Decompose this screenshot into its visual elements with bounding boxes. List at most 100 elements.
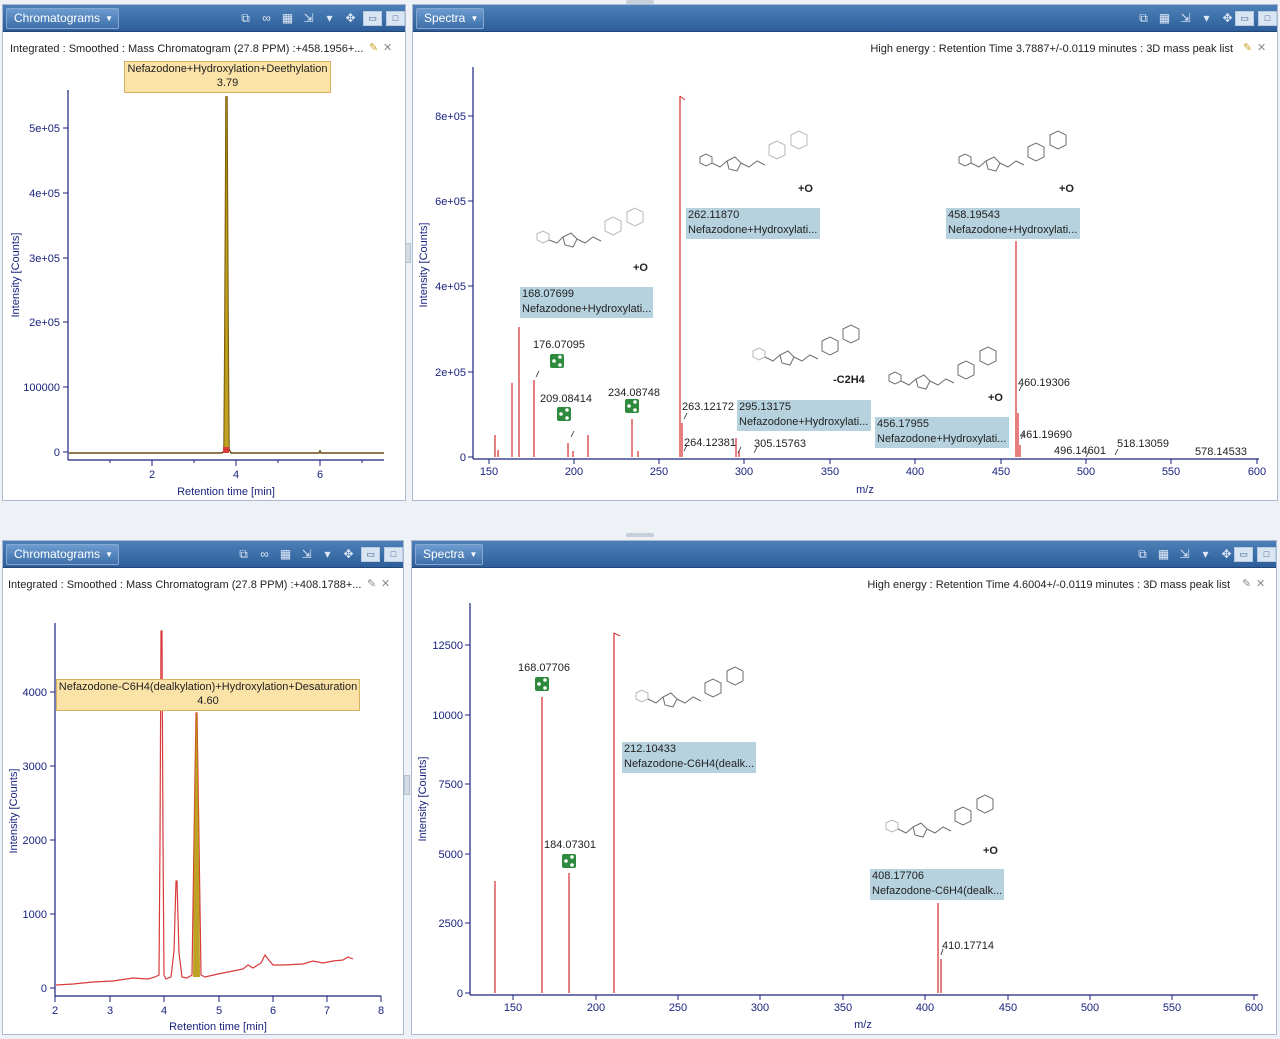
x-axis-label: Retention time [min]	[177, 486, 275, 498]
chromatograms-menu-button[interactable]: Chromatograms ▼	[6, 544, 120, 565]
y-tick-label: 4000	[23, 687, 47, 699]
chromatograms-menu-button[interactable]: Chromatograms ▼	[6, 8, 120, 29]
y-tick-label: 0	[457, 988, 463, 1000]
x-tick-label: 350	[821, 466, 839, 478]
annotation-label[interactable]: 212.10433 Nefazodone-C6H4(dealk...	[622, 742, 756, 773]
close-icon[interactable]: ✕	[1257, 42, 1267, 54]
dropdown-icon[interactable]: ▾	[1203, 10, 1210, 25]
y-tick-label: 5e+05	[29, 123, 60, 135]
spectrum-caption: High energy : Retention Time 4.6004+/-0.…	[867, 579, 1230, 591]
chromatogram-caption: Integrated : Smoothed : Mass Chromatogra…	[8, 579, 362, 591]
table-icon[interactable]: ▦	[279, 546, 292, 561]
x-tick-label: 150	[504, 1002, 522, 1014]
pan-icon[interactable]: ✥	[345, 10, 356, 25]
horizontal-splitter-middle[interactable]	[626, 533, 654, 537]
minimize-button[interactable]: ▭	[1234, 546, 1253, 562]
panel-titlebar: Spectra ▼ ⧉ ▦ ⇲ ▾ ✥ ▭ □	[413, 5, 1277, 32]
y-axis-label: Intensity [Counts]	[418, 223, 430, 308]
dropdown-icon[interactable]: ▾	[326, 10, 333, 25]
annotation-name: Nefazodone+Hydroxylati...	[522, 303, 652, 315]
toolbar: ⧉ ∞ ▦ ⇲ ▾ ✥	[237, 8, 359, 28]
structure-tags: +O	[983, 845, 998, 857]
export-icon[interactable]: ⇲	[303, 10, 314, 25]
y-tick-label: 5000	[439, 849, 463, 861]
share-icon[interactable]	[557, 407, 571, 421]
peak-label-box: Nefazodone+Hydroxylation+Deethylation 3.…	[124, 61, 331, 93]
x-axis-label: m/z	[854, 1019, 872, 1031]
spectra-menu-button[interactable]: Spectra ▼	[416, 8, 485, 29]
maximize-button[interactable]: □	[1258, 10, 1277, 26]
panel-titlebar: Spectra ▼ ⧉ ▦ ⇲ ▾ ✥ ▭ □	[412, 541, 1276, 568]
link-icon[interactable]: ∞	[260, 546, 269, 561]
minimize-button[interactable]: ▭	[361, 546, 380, 562]
close-icon[interactable]: ✕	[1256, 578, 1266, 590]
peak-label-rt: 3.79	[216, 77, 239, 89]
copy-icon[interactable]: ⧉	[1138, 546, 1147, 561]
x-tick-label: 450	[992, 466, 1010, 478]
export-icon[interactable]: ⇲	[1179, 546, 1190, 561]
copy-icon[interactable]: ⧉	[241, 10, 250, 25]
x-tick-label: 600	[1245, 1002, 1263, 1014]
x-tick-labels: 2 3 4 5 6 7 8	[52, 1005, 384, 1017]
toolbar: ⧉ ▦ ⇲ ▾ ✥	[1134, 544, 1235, 564]
dropdown-icon[interactable]: ▾	[1202, 546, 1209, 561]
annotation-label[interactable]: 262.11870 Nefazodone+Hydroxylati...	[686, 208, 820, 239]
x-tick-label: 200	[565, 466, 583, 478]
export-icon[interactable]: ⇲	[301, 546, 312, 561]
pin-icon[interactable]: ✎	[1243, 42, 1253, 54]
x-tick-label: 300	[751, 1002, 769, 1014]
annotation-label[interactable]: 168.07699 Nefazodone+Hydroxylati...	[520, 287, 653, 318]
horizontal-splitter-top[interactable]	[626, 0, 654, 4]
table-icon[interactable]: ▦	[1158, 10, 1171, 25]
y-tick-labels: 0 100000 2e+05 3e+05 4e+05 5e+05	[23, 123, 60, 459]
pin-icon[interactable]: ✎	[1242, 578, 1252, 590]
copy-icon[interactable]: ⧉	[1139, 10, 1148, 25]
maximize-button[interactable]: □	[386, 10, 405, 26]
maximize-button[interactable]: □	[1257, 546, 1276, 562]
vertical-splitter-bottom[interactable]	[404, 775, 410, 795]
annotation-label[interactable]: 408.17706 Nefazodone-C6H4(dealk...	[870, 869, 1004, 900]
x-tick-label: 400	[906, 466, 924, 478]
pin-icon[interactable]: ✎	[369, 42, 379, 54]
close-icon[interactable]: ✕	[383, 42, 393, 54]
minimize-button[interactable]: ▭	[1235, 10, 1254, 26]
dropdown-icon[interactable]: ▾	[324, 546, 331, 561]
pan-icon[interactable]: ✥	[1221, 546, 1232, 561]
annotation-name: Nefazodone+Hydroxylati...	[877, 433, 1007, 445]
link-icon[interactable]: ∞	[262, 10, 271, 25]
vertical-splitter-top[interactable]	[405, 243, 411, 263]
pan-icon[interactable]: ✥	[1222, 10, 1233, 25]
x-ticks	[512, 995, 1255, 1000]
export-icon[interactable]: ⇲	[1180, 10, 1191, 25]
annotation-mz: 295.13175	[739, 401, 791, 413]
minimize-button[interactable]: ▭	[363, 10, 382, 26]
y-ticks	[465, 644, 470, 994]
share-icon[interactable]	[562, 854, 576, 868]
window-controls: ▭ □	[1234, 544, 1276, 564]
y-tick-label: 7500	[439, 779, 463, 791]
annotation-label[interactable]: 458.19543 Nefazodone+Hydroxylati...	[946, 208, 1080, 239]
spectra-menu-button[interactable]: Spectra ▼	[415, 544, 484, 565]
pin-icon[interactable]: ✎	[367, 578, 377, 590]
table-icon[interactable]: ▦	[281, 10, 294, 25]
panel-titlebar: Chromatograms ▼ ⧉ ∞ ▦ ⇲ ▾ ✥ ▭ □	[3, 5, 405, 32]
annotation-label[interactable]: 295.13175 Nefazodone+Hydroxylati...	[737, 400, 871, 431]
panel-title: Spectra	[423, 547, 465, 561]
structure-tag: +O	[633, 262, 648, 274]
spectrum-plot: 0 2500 5000 7500 10000 12500 150 200 250…	[417, 603, 1263, 1031]
peak-mz-label: 496.14601	[1054, 445, 1106, 457]
copy-icon[interactable]: ⧉	[239, 546, 248, 561]
pan-icon[interactable]: ✥	[343, 546, 354, 561]
x-tick-label: 300	[735, 466, 753, 478]
share-icon[interactable]	[550, 354, 564, 368]
table-icon[interactable]: ▦	[1157, 546, 1170, 561]
x-tick-label: 7	[324, 1005, 330, 1017]
share-icon[interactable]	[625, 399, 639, 413]
share-icon[interactable]	[535, 677, 549, 691]
maximize-button[interactable]: □	[384, 546, 403, 562]
x-tick-label: 250	[669, 1002, 687, 1014]
annotation-name: Nefazodone+Hydroxylati...	[739, 416, 869, 428]
y-ticks	[63, 127, 68, 453]
close-icon[interactable]: ✕	[381, 578, 391, 590]
annotation-label[interactable]: 456.17955 Nefazodone+Hydroxylati...	[875, 417, 1009, 448]
